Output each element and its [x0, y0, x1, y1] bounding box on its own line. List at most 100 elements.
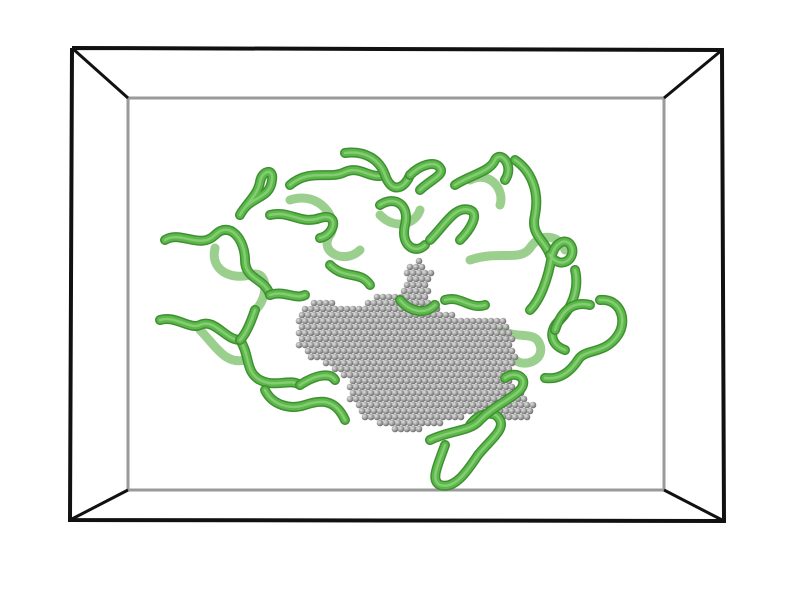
pocket-sphere: [496, 335, 504, 343]
pocket-sphere: [427, 341, 435, 349]
pocket-sphere: [475, 317, 483, 325]
pocket-sphere: [322, 311, 330, 319]
backbone-segment-highlight: [158, 317, 242, 342]
pocket-sphere: [346, 335, 354, 343]
pocket-sphere: [469, 329, 477, 337]
pocket-sphere: [412, 287, 420, 295]
pocket-sphere: [319, 341, 327, 349]
backbone-segment-highlight: [298, 374, 337, 387]
pocket-sphere: [367, 353, 375, 361]
pocket-sphere: [370, 395, 378, 403]
pocket-sphere: [319, 305, 327, 313]
pocket-sphere: [409, 329, 417, 337]
pocket-sphere: [307, 305, 315, 313]
pocket-sphere: [307, 317, 315, 325]
pocket-sphere: [370, 335, 378, 343]
pocket-sphere: [436, 359, 444, 367]
pocket-sphere: [490, 371, 498, 379]
pocket-sphere: [415, 257, 423, 265]
pocket-sphere: [355, 305, 363, 313]
pocket-sphere: [412, 359, 420, 367]
pocket-sphere: [346, 311, 354, 319]
pocket-sphere: [445, 377, 453, 385]
pocket-sphere: [487, 329, 495, 337]
backbone-segment-highlight: [238, 308, 257, 342]
pocket-sphere: [373, 341, 381, 349]
pocket-sphere: [421, 377, 429, 385]
pocket-sphere: [364, 359, 372, 367]
pocket-sphere: [505, 413, 513, 421]
pocket-sphere: [337, 329, 345, 337]
pocket-sphere: [475, 365, 483, 373]
pocket-sphere: [424, 419, 432, 427]
pocket-sphere: [502, 407, 510, 415]
pocket-sphere: [448, 359, 456, 367]
pocket-sphere: [322, 335, 330, 343]
pocket-sphere: [331, 317, 339, 325]
pocket-sphere: [361, 317, 369, 325]
pocket-sphere: [325, 329, 333, 337]
pocket-sphere: [367, 317, 375, 325]
pocket-sphere: [439, 389, 447, 397]
pocket-sphere: [478, 383, 486, 391]
pocket-sphere: [508, 383, 516, 391]
pocket-sphere: [388, 419, 396, 427]
pocket-sphere: [409, 425, 417, 433]
pocket-sphere: [502, 383, 510, 391]
pocket-sphere: [427, 329, 435, 337]
pocket-sphere: [364, 371, 372, 379]
pocket-sphere: [349, 377, 357, 385]
pocket-sphere: [352, 371, 360, 379]
pocket-sphere: [382, 395, 390, 403]
pocket-sphere: [295, 329, 303, 337]
backbone-segment-highlight: [408, 162, 443, 192]
pocket-sphere: [307, 341, 315, 349]
pocket-sphere: [346, 371, 354, 379]
pocket-sphere: [379, 413, 387, 421]
pocket-sphere: [469, 365, 477, 373]
pocket-sphere: [385, 365, 393, 373]
pocket-sphere: [394, 359, 402, 367]
pocket-sphere: [358, 383, 366, 391]
pocket-sphere: [352, 323, 360, 331]
backbone-segment-highlight: [343, 151, 412, 189]
pocket-sphere: [445, 341, 453, 349]
pocket-sphere: [481, 377, 489, 385]
pocket-sphere: [469, 317, 477, 325]
pocket-sphere: [373, 329, 381, 337]
pocket-sphere: [421, 389, 429, 397]
pocket-sphere: [499, 317, 507, 325]
pocket-sphere: [451, 365, 459, 373]
pocket-sphere: [454, 407, 462, 415]
pocket-sphere: [433, 317, 441, 325]
pocket-sphere: [334, 311, 342, 319]
pocket-sphere: [346, 395, 354, 403]
pocket-sphere: [388, 359, 396, 367]
pocket-sphere: [490, 347, 498, 355]
pocket-sphere: [436, 323, 444, 331]
pocket-sphere: [481, 341, 489, 349]
pocket-sphere: [385, 317, 393, 325]
pocket-sphere: [379, 305, 387, 313]
pocket-sphere: [346, 383, 354, 391]
pocket-sphere: [388, 299, 396, 307]
pocket-sphere: [460, 407, 468, 415]
pocket-sphere: [295, 317, 303, 325]
pocket-sphere: [460, 335, 468, 343]
pocket-sphere: [520, 407, 528, 415]
pocket-sphere: [403, 341, 411, 349]
pocket-sphere: [466, 383, 474, 391]
pocket-sphere: [466, 347, 474, 355]
pocket-sphere: [412, 419, 420, 427]
backbone-segment-highlight: [513, 158, 552, 257]
pocket-sphere: [436, 335, 444, 343]
pocket-sphere: [370, 311, 378, 319]
pocket-sphere: [343, 341, 351, 349]
pocket-sphere: [421, 413, 429, 421]
pocket-sphere: [427, 353, 435, 361]
pocket-sphere: [331, 365, 339, 373]
pocket-sphere: [457, 329, 465, 337]
pocket-sphere: [394, 335, 402, 343]
binding-pocket: [295, 257, 537, 433]
pocket-sphere: [403, 281, 411, 289]
